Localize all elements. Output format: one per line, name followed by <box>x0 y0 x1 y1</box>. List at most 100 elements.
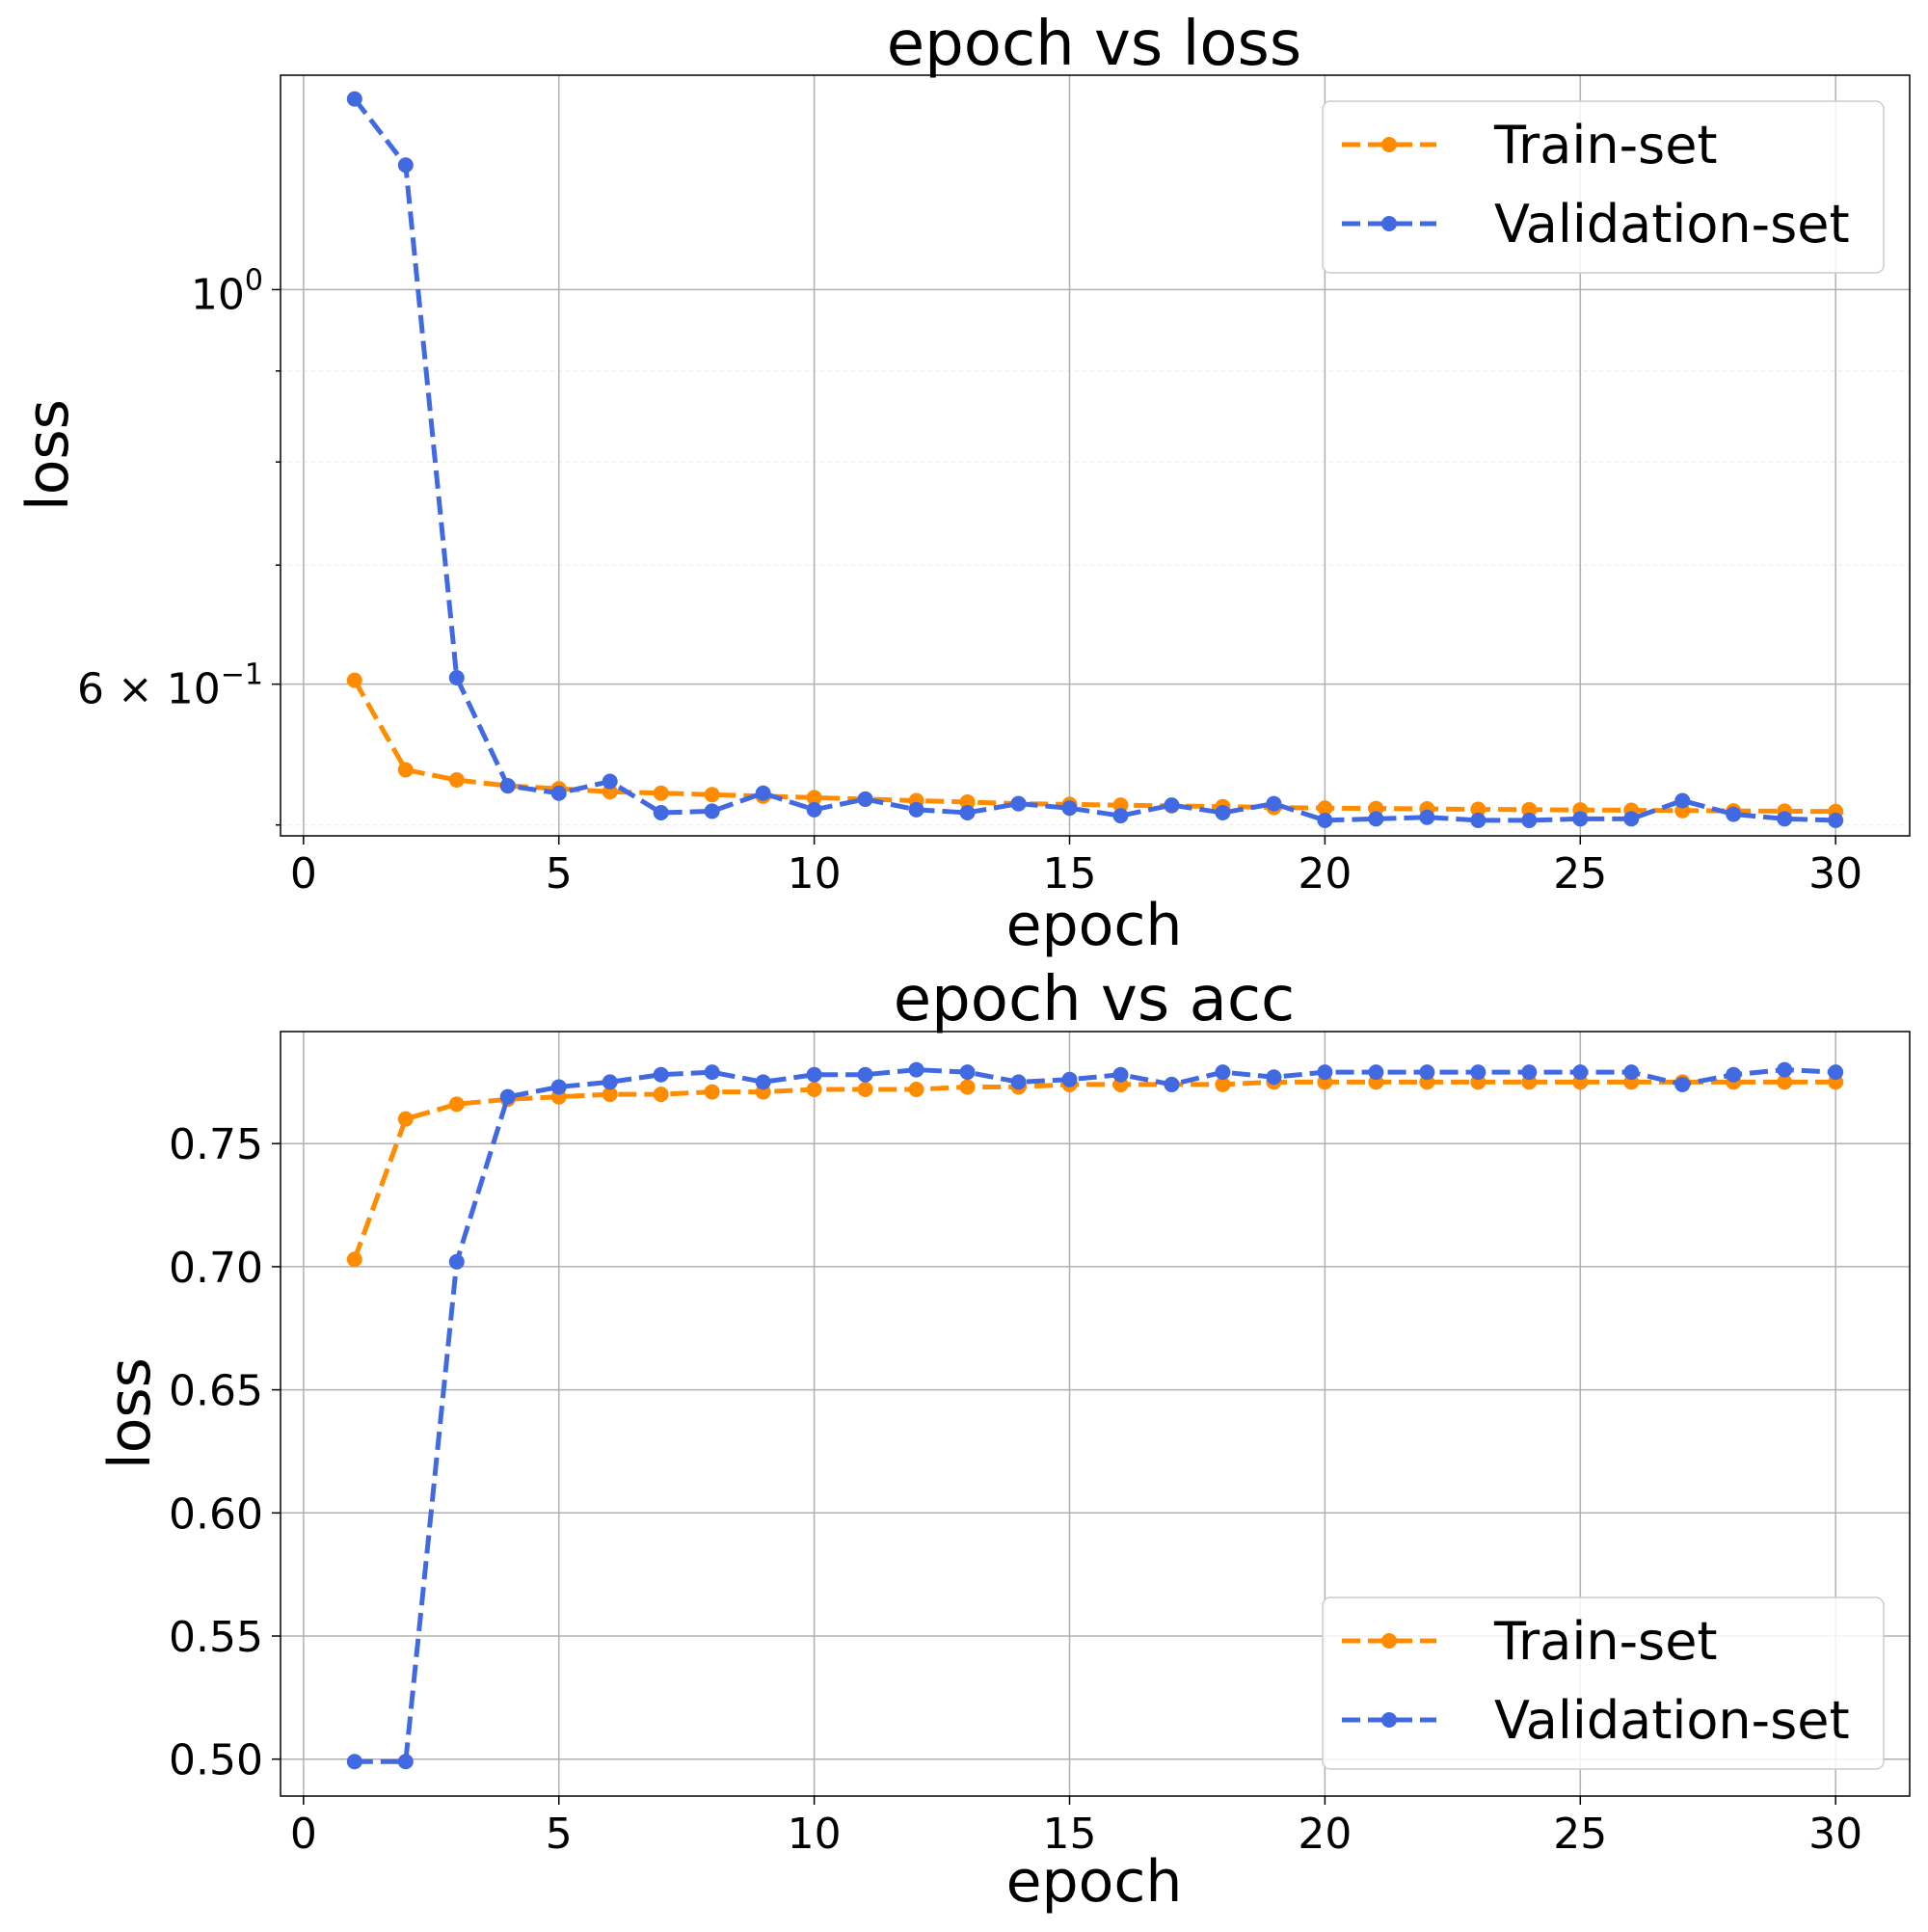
acc-chart: epoch vs acc 0 5 10 15 20 25 30 0.50 0.55 0.60 0.6… <box>96 964 1911 1916</box>
data-point <box>1368 811 1384 827</box>
x-tick-label: 5 <box>546 849 573 899</box>
data-point <box>1521 1064 1538 1081</box>
y-tick-label: 0.60 <box>169 1489 263 1539</box>
legend-box <box>1322 1597 1885 1770</box>
data-point <box>1061 1071 1078 1087</box>
chart-title: epoch vs acc <box>894 964 1295 1035</box>
data-point <box>806 801 822 818</box>
data-point <box>346 672 362 688</box>
x-tick-label: 20 <box>1298 849 1352 899</box>
data-point <box>1317 800 1333 817</box>
data-point <box>1726 1066 1742 1083</box>
data-point <box>1215 1064 1231 1081</box>
data-point <box>1266 1069 1282 1086</box>
x-tick-label: 10 <box>788 1810 842 1859</box>
data-point <box>1317 1064 1333 1081</box>
data-point <box>1164 1076 1180 1092</box>
series-line <box>352 1079 1836 1261</box>
data-point <box>1266 795 1282 812</box>
data-point <box>1317 812 1333 828</box>
data-point <box>1521 801 1538 818</box>
data-point <box>857 791 873 807</box>
data-point <box>448 669 465 685</box>
data-point <box>1521 812 1538 828</box>
data-point <box>397 1111 414 1127</box>
data-point <box>1112 797 1129 814</box>
y-axis-label: loss <box>14 399 82 511</box>
data-point <box>448 1096 465 1113</box>
data-point <box>1164 797 1180 814</box>
series-line <box>352 97 1836 823</box>
data-point <box>908 1061 924 1078</box>
y-axis-label: loss <box>96 1357 164 1469</box>
x-tick-label: 15 <box>1043 1810 1097 1859</box>
x-tick-label: 15 <box>1043 849 1097 899</box>
data-point <box>397 1754 414 1770</box>
chart-title: epoch vs loss <box>887 9 1301 80</box>
data-point <box>346 1251 362 1268</box>
data-point <box>1674 1076 1691 1092</box>
data-point <box>1777 1061 1793 1078</box>
legend-marker <box>1381 216 1397 231</box>
data-point <box>755 1074 771 1090</box>
legend-item: Validation-set <box>1342 1690 1850 1751</box>
x-tick-label: 0 <box>290 1810 317 1859</box>
data-point <box>1470 801 1486 818</box>
legend-marker <box>1381 1633 1397 1649</box>
data-point <box>448 772 465 789</box>
data-point <box>1828 1064 1844 1081</box>
data-point <box>1674 792 1691 809</box>
data-point <box>857 1082 873 1098</box>
series-validation-set <box>346 91 1844 828</box>
data-point <box>1623 1064 1640 1081</box>
y-tick-label: 0.55 <box>169 1613 263 1662</box>
data-point <box>1419 809 1435 825</box>
legend-label: Validation-set <box>1494 1690 1850 1751</box>
legend-label: Validation-set <box>1494 194 1850 255</box>
data-point <box>704 787 720 803</box>
legend: Train-set Validation-set <box>1322 100 1885 274</box>
x-tick-label: 0 <box>290 849 317 899</box>
data-point <box>346 91 362 107</box>
y-tick-label: 0.65 <box>169 1367 263 1416</box>
data-point <box>499 1088 516 1105</box>
data-point <box>1010 1074 1027 1090</box>
data-point <box>1215 804 1231 820</box>
x-tick-label: 20 <box>1298 1810 1352 1859</box>
data-point <box>653 1087 669 1103</box>
legend-item: Train-set <box>1342 115 1718 175</box>
data-point <box>806 1082 822 1098</box>
y-tick-label: 6 × 10−1 <box>77 658 263 714</box>
legend: Train-set Validation-set <box>1322 1597 1885 1770</box>
data-point <box>704 1084 720 1100</box>
y-tick-label: 100 <box>191 263 263 319</box>
data-point <box>499 778 516 794</box>
x-tick-label: 30 <box>1808 849 1862 899</box>
plot-frame <box>280 74 1911 837</box>
data-point <box>1777 811 1793 827</box>
loss-chart: epoch vs loss 0 5 10 15 20 25 30 100 6 × 10−1 ep… <box>14 9 1911 959</box>
x-axis-label: epoch <box>1006 892 1183 959</box>
x-tick-label: 25 <box>1553 1810 1607 1859</box>
data-point <box>857 1066 873 1083</box>
data-point <box>1470 812 1486 828</box>
y-tick-label: 0.75 <box>169 1120 263 1169</box>
data-point <box>959 1064 976 1081</box>
x-tick-label: 5 <box>546 1810 573 1859</box>
legend-item: Train-set <box>1342 1611 1718 1672</box>
data-point <box>1061 800 1078 817</box>
legend-marker <box>1381 1712 1397 1728</box>
data-point <box>1470 1064 1486 1081</box>
data-point <box>1828 812 1844 828</box>
data-point <box>806 1066 822 1083</box>
data-point <box>1215 1076 1231 1092</box>
data-point <box>755 785 771 801</box>
data-point <box>908 801 924 818</box>
data-point <box>602 1087 618 1103</box>
data-point <box>1112 1066 1129 1083</box>
data-point <box>1572 1064 1589 1081</box>
x-tick-label: 25 <box>1553 849 1607 899</box>
data-point <box>602 1074 618 1090</box>
